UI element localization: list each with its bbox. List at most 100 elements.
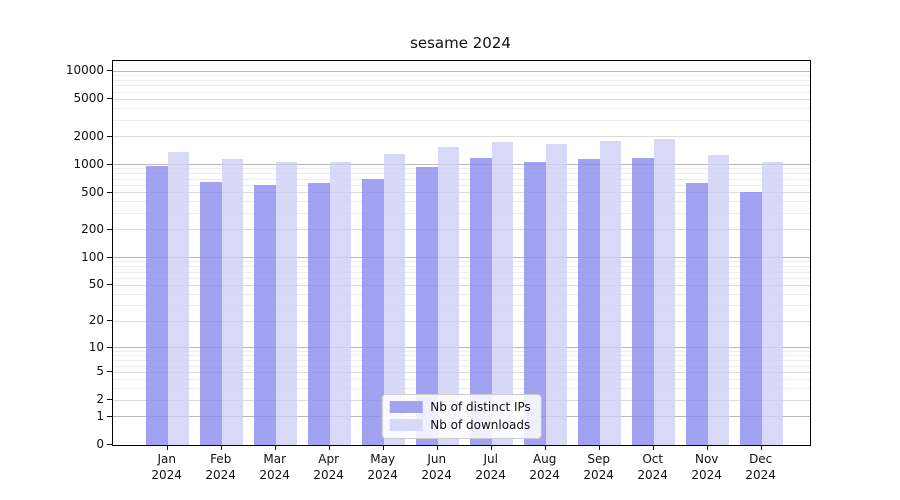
y-tick-label: 500 bbox=[81, 184, 104, 199]
x-tick-label: Dec 2024 bbox=[731, 451, 791, 483]
x-tick-month: Jul bbox=[483, 452, 498, 466]
y-tick-mark bbox=[107, 70, 112, 72]
y-minor-gridline bbox=[113, 351, 810, 353]
y-tick-mark bbox=[107, 371, 112, 373]
y-tick-label: 50 bbox=[88, 277, 104, 292]
bar-ips-dec bbox=[740, 192, 762, 445]
bar-downloads-mar bbox=[275, 162, 298, 445]
legend-item: Nb of distinct IPs bbox=[389, 400, 531, 414]
x-tick-year: 2024 bbox=[691, 468, 722, 482]
y-tick-mark bbox=[107, 399, 112, 401]
y-minor-gridline bbox=[113, 79, 810, 81]
y-tick-mark bbox=[107, 98, 112, 100]
bar-ips-may bbox=[362, 178, 384, 445]
y-tick-label: 1 bbox=[96, 408, 104, 423]
y-tick-mark bbox=[107, 320, 112, 322]
x-tick-year: 2024 bbox=[367, 468, 398, 482]
x-tick-month: Feb bbox=[210, 452, 232, 466]
x-tick-label: Mar 2024 bbox=[245, 451, 305, 483]
y-minor-gridline bbox=[113, 201, 810, 203]
x-tick-month: Mar bbox=[263, 452, 286, 466]
y-tick-mark bbox=[107, 256, 112, 258]
grid-layer bbox=[113, 61, 810, 445]
y-tick-label: 5000 bbox=[73, 91, 104, 106]
y-tick-label: 2000 bbox=[73, 128, 104, 143]
y-minor-gridline bbox=[113, 266, 810, 268]
x-tick-label: Aug 2024 bbox=[515, 451, 575, 483]
y-gridline bbox=[113, 229, 810, 231]
x-tick-mark bbox=[382, 445, 384, 450]
y-minor-gridline bbox=[113, 271, 810, 273]
x-tick-year: 2024 bbox=[745, 468, 776, 482]
y-gridline bbox=[113, 164, 810, 166]
y-minor-gridline bbox=[113, 168, 810, 170]
x-tick-month: Apr bbox=[318, 452, 340, 466]
x-tick-year: 2024 bbox=[259, 468, 290, 482]
y-tick-label: 10000 bbox=[65, 63, 104, 78]
y-minor-gridline bbox=[113, 360, 810, 362]
y-gridline bbox=[113, 70, 810, 72]
x-tick-mark bbox=[328, 445, 330, 450]
y-tick-label: 0 bbox=[96, 437, 104, 451]
y-gridline bbox=[113, 320, 810, 322]
x-tick-month: May bbox=[370, 452, 396, 466]
x-tick-mark bbox=[274, 445, 276, 450]
legend-label: Nb of downloads bbox=[430, 418, 531, 432]
x-tick-year: 2024 bbox=[313, 468, 344, 482]
y-minor-gridline bbox=[113, 261, 810, 263]
y-tick-label: 1000 bbox=[73, 156, 104, 171]
y-tick-mark bbox=[107, 191, 112, 193]
bar-downloads-dec bbox=[761, 161, 784, 445]
y-minor-gridline bbox=[113, 178, 810, 180]
y-gridline bbox=[113, 98, 810, 100]
x-tick-mark bbox=[598, 445, 600, 450]
y-gridline bbox=[113, 257, 810, 259]
x-tick-label: Apr 2024 bbox=[299, 451, 359, 483]
y-tick-label: 20 bbox=[88, 313, 104, 328]
bar-ips-sep bbox=[578, 159, 600, 445]
x-tick-month: Sep bbox=[587, 452, 610, 466]
bar-downloads-jul bbox=[491, 142, 514, 445]
bar-ips-jan bbox=[146, 166, 168, 445]
x-tick-year: 2024 bbox=[205, 468, 236, 482]
x-tick-mark bbox=[652, 445, 654, 450]
y-minor-gridline bbox=[113, 119, 810, 121]
x-tick-mark bbox=[544, 445, 546, 450]
x-tick-month: Jun bbox=[427, 452, 447, 466]
legend-swatch bbox=[389, 419, 423, 431]
y-tick-mark bbox=[107, 346, 112, 348]
y-gridline bbox=[113, 347, 810, 349]
y-minor-gridline bbox=[113, 75, 810, 77]
x-tick-mark bbox=[706, 445, 708, 450]
y-tick-mark bbox=[107, 163, 112, 165]
y-gridline bbox=[113, 371, 810, 373]
y-minor-gridline bbox=[113, 293, 810, 295]
y-tick-label: 200 bbox=[81, 221, 104, 236]
y-minor-gridline bbox=[113, 173, 810, 175]
x-tick-label: Feb 2024 bbox=[191, 451, 251, 483]
y-tick-mark bbox=[107, 444, 112, 445]
x-tick-year: 2024 bbox=[637, 468, 668, 482]
x-tick-label: Jan 2024 bbox=[137, 451, 197, 483]
bar-downloads-aug bbox=[545, 144, 568, 445]
y-tick-mark bbox=[107, 415, 112, 417]
bar-ips-oct bbox=[632, 158, 654, 445]
x-tick-month: Dec bbox=[749, 452, 773, 466]
x-tick-mark bbox=[436, 445, 438, 450]
legend-swatch bbox=[389, 401, 423, 413]
legend: Nb of distinct IPs Nb of downloads bbox=[381, 394, 542, 439]
bar-downloads-may bbox=[383, 154, 406, 445]
bar-ips-nov bbox=[686, 183, 708, 445]
y-minor-gridline bbox=[113, 85, 810, 87]
y-minor-gridline bbox=[113, 388, 810, 390]
chart-title: sesame 2024 bbox=[410, 34, 511, 52]
bar-downloads-nov bbox=[707, 155, 730, 445]
y-minor-gridline bbox=[113, 365, 810, 367]
bars-layer bbox=[113, 61, 810, 445]
x-tick-year: 2024 bbox=[151, 468, 182, 482]
bar-downloads-sep bbox=[599, 140, 622, 445]
x-tick-year: 2024 bbox=[529, 468, 560, 482]
y-minor-gridline bbox=[113, 107, 810, 109]
plot-area: Nb of distinct IPs Nb of downloads bbox=[112, 60, 811, 446]
